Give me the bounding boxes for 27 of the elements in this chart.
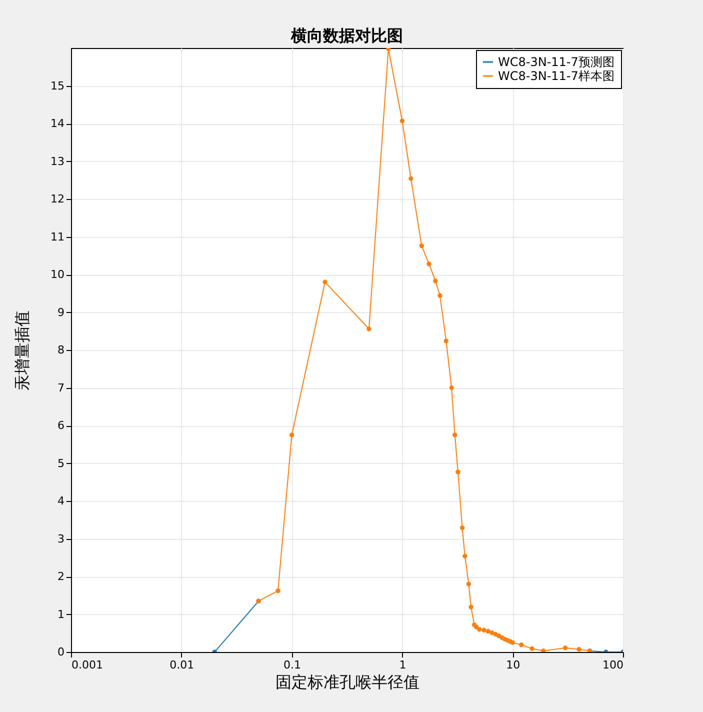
y-tick-label: 13 bbox=[50, 154, 64, 168]
x-tick-label: 0.1 bbox=[284, 658, 302, 672]
y-tick-label: 2 bbox=[58, 570, 64, 583]
x-tick-label: 100 bbox=[602, 658, 624, 672]
x-tick-label: 10 bbox=[506, 658, 520, 672]
chart-title: 横向数据对比图 bbox=[290, 26, 403, 45]
x-tick-label: 0.001 bbox=[72, 658, 103, 672]
y-tick-label: 9 bbox=[58, 306, 64, 319]
y-tick-label: 1 bbox=[58, 608, 64, 621]
y-tick-label: 8 bbox=[58, 344, 64, 356]
legend-label: WC8-3N-11-7预测图 bbox=[498, 55, 614, 69]
legend-label: WC8-3N-11-7样本图 bbox=[498, 69, 614, 83]
y-tick-label: 14 bbox=[50, 117, 64, 130]
y-tick-label: 7 bbox=[58, 381, 64, 394]
y-axis-title: 汞增量插值 bbox=[12, 310, 32, 390]
y-tick-label: 0 bbox=[58, 646, 64, 658]
y-tick-label: 6 bbox=[58, 419, 64, 432]
y-tick-label: 5 bbox=[58, 456, 64, 470]
y-tick-label: 15 bbox=[50, 79, 64, 92]
y-tick-label: 12 bbox=[50, 192, 64, 206]
y-tick-label: 4 bbox=[58, 494, 64, 508]
y-tick-label: 10 bbox=[50, 268, 64, 281]
y-tick-label: 3 bbox=[58, 532, 64, 546]
x-tick-label: 0.01 bbox=[170, 658, 194, 672]
y-tick-label: 11 bbox=[50, 230, 64, 244]
x-axis-title: 固定标准孔喉半径值 bbox=[276, 672, 420, 692]
x-tick-label: 1 bbox=[399, 658, 406, 672]
